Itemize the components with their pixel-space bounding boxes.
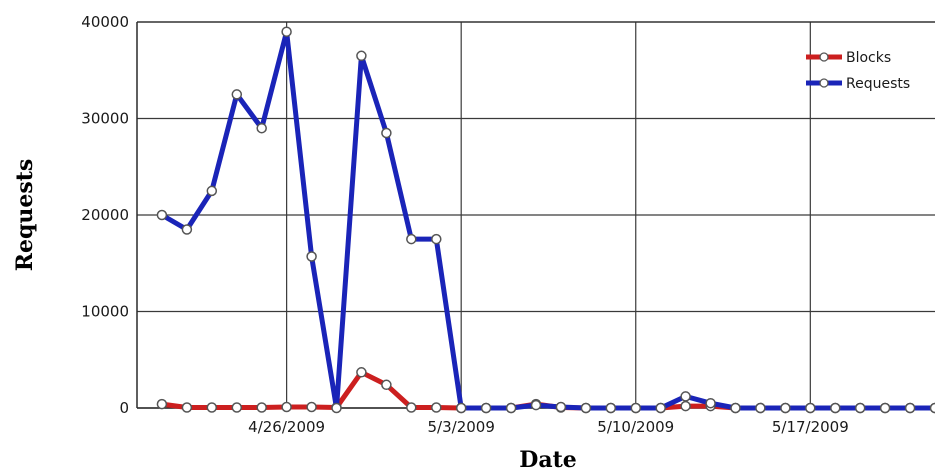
legend-item-blocks: Blocks [806,50,891,66]
data-point-requests [181,224,193,235]
data-point-requests [331,402,342,414]
data-point-blocks [156,398,168,410]
axes: 0 10000 20000 30000 40000 4/26/2009 5/3/2009 5/… [81,13,935,436]
data-point-requests [306,251,317,262]
data-point-requests [455,402,467,414]
data-point-blocks [181,402,193,413]
data-point-blocks [206,402,218,413]
data-point-blocks [381,379,392,391]
legend-label-blocks: Blocks [846,50,891,66]
data-point-requests [854,402,866,414]
data-point-requests [406,233,417,245]
data-point-requests [655,402,666,414]
data-point-requests [605,402,617,414]
series [156,26,935,414]
data-point-requests [381,127,392,139]
series-requests [156,26,935,414]
legend-marker-requests [819,78,829,88]
series-line-requests [160,29,935,411]
data-point-requests [505,402,517,414]
x-tick-label: 4/26/2009 [248,418,325,436]
data-point-requests [356,50,367,62]
legend-label-requests: Requests [846,76,910,92]
y-axis-title: Requests [12,159,38,272]
data-point-requests [156,209,168,221]
grid [137,21,935,409]
y-tick-label: 30000 [81,110,129,128]
data-point-blocks [356,367,367,378]
data-point-requests [755,402,766,414]
x-axis-title: Date [519,447,577,473]
data-point-blocks [680,400,691,412]
data-point-requests [206,185,218,197]
data-point-requests [780,402,791,414]
data-point-requests [730,402,741,414]
data-point-requests [680,391,691,402]
data-point-requests [904,402,916,414]
data-point-blocks [256,402,267,413]
data-point-blocks [306,401,317,413]
x-tick-label: 5/3/2009 [428,418,495,436]
data-point-requests [580,402,592,414]
y-tick-label: 0 [119,399,129,417]
data-point-requests [530,399,542,411]
data-point-requests [830,402,841,414]
data-point-requests [805,402,816,414]
y-tick-label: 40000 [81,13,129,31]
data-point-blocks [431,402,442,413]
data-point-requests [630,402,642,414]
data-point-requests [431,233,442,245]
y-tick-label: 10000 [81,303,129,321]
data-point-blocks [281,401,292,413]
data-point-requests [480,402,492,414]
series-line-blocks [161,369,935,411]
data-point-requests [231,89,243,100]
y-tick-label: 20000 [81,206,129,224]
legend-item-requests: Requests [806,76,910,92]
data-point-requests [705,397,716,409]
data-point-requests [281,26,292,37]
legend-marker-blocks [819,52,829,62]
data-point-blocks [231,402,243,413]
legend: Blocks Requests [806,50,910,92]
data-point-requests [256,122,267,134]
data-point-requests [555,401,567,413]
x-tick-label: 5/10/2009 [597,418,674,436]
data-point-requests [929,402,935,414]
x-tick-label: 5/17/2009 [772,418,849,436]
data-point-blocks [406,402,417,413]
data-point-requests [879,402,891,414]
